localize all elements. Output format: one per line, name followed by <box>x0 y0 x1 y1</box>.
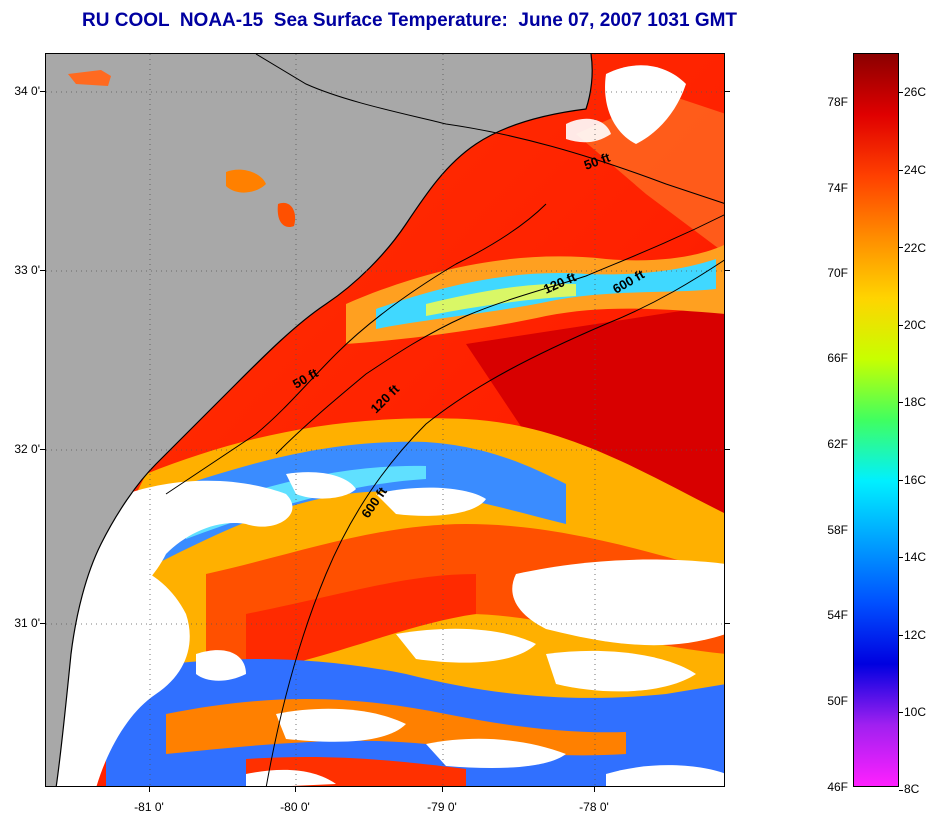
cloud-mask-4 <box>605 65 686 144</box>
colorbar-c-24: 24C <box>904 163 927 177</box>
colorbar-c-12: 12C <box>904 628 927 642</box>
colorbar-tick <box>899 634 903 636</box>
cloud-mask-2 <box>46 554 190 786</box>
lon-label-78: -78 0' <box>579 800 609 814</box>
contour-600ft <box>265 259 724 786</box>
colorbar-tick <box>899 169 903 171</box>
lat-label-32: 32 0' <box>14 442 40 456</box>
colorbar-tick <box>899 789 903 791</box>
colorbar-tick <box>899 92 903 93</box>
map-title: RU COOL NOAA-15 Sea Surface Temperature:… <box>82 10 738 31</box>
inland-patch-1 <box>68 70 111 86</box>
temperature-colorbar <box>853 53 899 787</box>
colorbar-f-66: 66F <box>827 351 848 365</box>
colorbar-f-50: 50F <box>827 694 848 708</box>
lat-label-34: 34 0' <box>14 84 40 98</box>
southern-cool-band <box>156 441 566 564</box>
graticule <box>46 54 724 786</box>
colorbar-tick <box>899 324 903 326</box>
colorbar-tick <box>899 247 903 248</box>
lon-label-81: -81 0' <box>134 800 164 814</box>
colorbar-f-70: 70F <box>827 266 848 280</box>
colorbar-c-18: 18C <box>904 395 927 409</box>
colorbar-tick <box>899 712 903 713</box>
colorbar-c-16: 16C <box>904 473 927 487</box>
colorbar-f-62: 62F <box>827 437 848 451</box>
colorbar-c-20: 20C <box>904 318 927 332</box>
colorbar-c-26: 26C <box>904 85 927 99</box>
colorbar-c-22: 22C <box>904 241 927 255</box>
lat-label-31: 31 0' <box>14 616 40 630</box>
contour-50ft-south <box>165 203 547 495</box>
land-mass <box>46 54 593 786</box>
colorbar-f-58: 58F <box>827 523 848 537</box>
colorbar-c-14: 14C <box>904 550 927 564</box>
colorbar-f-54: 54F <box>827 608 848 622</box>
colorbar-tick <box>899 479 903 481</box>
lon-label-79: -79 0' <box>427 800 457 814</box>
upper-warm-patch <box>576 94 724 253</box>
colorbar-tick <box>899 402 903 403</box>
sst-map[interactable]: 50 ft 50 ft 120 ft 120 ft 600 ft 600 ft <box>45 53 725 787</box>
colorbar-f-74: 74F <box>827 181 848 195</box>
colorbar-f-78: 78F <box>827 95 848 109</box>
lat-label-33: 33 0' <box>14 263 40 277</box>
lon-label-80: -80 0' <box>280 800 310 814</box>
contour-50ft-north <box>255 54 724 204</box>
coastline <box>55 54 593 786</box>
colorbar-tick <box>899 557 903 558</box>
colorbar-c-10: 10C <box>904 705 927 719</box>
colorbar-f-46: 46F <box>827 780 848 794</box>
sst-map-svg: 50 ft 50 ft 120 ft 120 ft 600 ft 600 ft <box>46 54 724 786</box>
colorbar-c-8: 8C <box>904 782 920 796</box>
depth-contours <box>165 54 724 786</box>
contour-120ft <box>275 214 724 455</box>
